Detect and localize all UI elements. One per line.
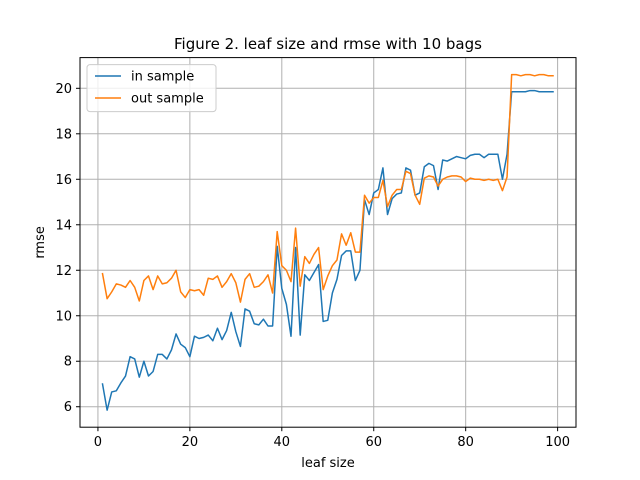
y-tick-label: 16 — [55, 173, 72, 188]
chart-title: Figure 2. leaf size and rmse with 10 bag… — [174, 35, 482, 53]
x-tick-label: 20 — [182, 435, 199, 450]
y-tick-label: 8 — [64, 355, 72, 370]
y-tick-label: 20 — [55, 82, 72, 97]
x-tick-label: 40 — [274, 435, 291, 450]
x-tick-label: 80 — [457, 435, 474, 450]
y-tick-label: 10 — [55, 309, 72, 324]
x-tick-label: 60 — [365, 435, 382, 450]
grid — [80, 57, 576, 428]
plot-area — [80, 57, 576, 428]
y-tick-label: 18 — [55, 127, 72, 142]
y-tick-label: 12 — [55, 264, 72, 279]
legend-label-in-sample: in sample — [131, 70, 194, 85]
y-axis-label: rmse — [33, 226, 48, 259]
plot-frame — [79, 57, 577, 428]
y-tick-label: 6 — [64, 400, 72, 415]
legend-label-out-sample: out sample — [131, 92, 204, 107]
series-line-out-sample — [101, 73, 554, 303]
series-lines — [101, 73, 554, 411]
x-tick-label: 0 — [94, 435, 102, 450]
series-line-in-sample — [101, 89, 554, 411]
x-tick-label: 100 — [545, 435, 570, 450]
y-tick-label: 14 — [55, 218, 72, 233]
axis-ticks: 0 20 40 60 80 100 6 8 10 12 14 16 18 20 — [55, 82, 570, 450]
legend: in sample out sample — [86, 64, 217, 113]
x-axis-label: leaf size — [301, 456, 355, 471]
